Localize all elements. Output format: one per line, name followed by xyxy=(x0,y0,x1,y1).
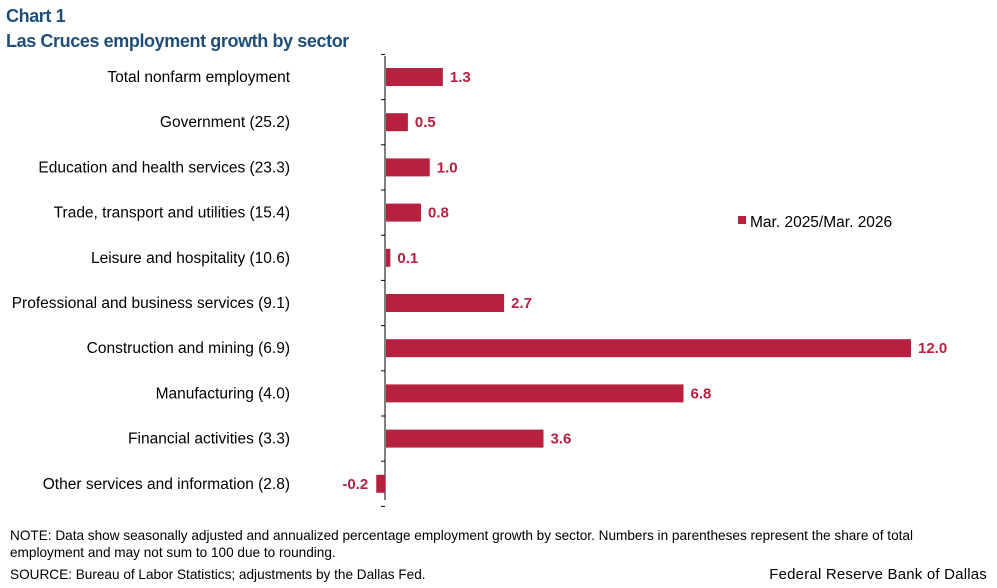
data-label: 12.0 xyxy=(918,340,947,357)
bar xyxy=(386,68,443,86)
bar xyxy=(386,203,421,222)
category-label: Professional and business services (9.1) xyxy=(12,295,290,312)
bar xyxy=(386,384,684,403)
data-label: 0.5 xyxy=(415,114,436,131)
bar xyxy=(386,158,430,177)
category-label: Education and health services (23.3) xyxy=(38,159,290,176)
bar xyxy=(386,429,544,448)
chart-title: Las Cruces employment growth by sector xyxy=(6,31,349,51)
category-label: Construction and mining (6.9) xyxy=(87,340,290,357)
data-label: -0.2 xyxy=(342,476,368,493)
bar xyxy=(386,113,408,132)
data-label: 3.6 xyxy=(551,431,572,448)
data-label: 6.8 xyxy=(691,385,712,402)
category-label: Total nonfarm employment xyxy=(107,69,290,86)
bar xyxy=(386,248,391,267)
chart-label: Chart 1 xyxy=(6,6,66,26)
legend-label: Mar. 2025/Mar. 2026 xyxy=(750,214,892,231)
category-label: Manufacturing (4.0) xyxy=(156,385,290,402)
bar xyxy=(386,294,505,312)
bar-chart: Total nonfarm employment 1.3 Government (2… xyxy=(12,53,947,507)
data-label: 2.7 xyxy=(511,295,532,312)
category-label: Financial activities (3.3) xyxy=(128,431,290,448)
category-label: Other services and information (2.8) xyxy=(43,476,290,493)
chart-source: SOURCE: Bureau of Labor Statistics; adju… xyxy=(10,567,426,582)
data-label: 1.0 xyxy=(437,159,458,176)
data-label: 1.3 xyxy=(450,69,471,86)
organization-credit: Federal Reserve Bank of Dallas xyxy=(769,566,987,583)
data-label: 0.1 xyxy=(397,250,418,267)
legend-swatch xyxy=(738,216,746,224)
bar xyxy=(376,474,385,493)
data-label: 0.8 xyxy=(428,205,449,222)
category-label: Government (25.2) xyxy=(160,114,290,131)
chart-note: NOTE: Data show seasonally adjusted and … xyxy=(10,528,913,560)
category-label: Trade, transport and utilities (15.4) xyxy=(54,205,290,222)
bar xyxy=(386,339,911,358)
category-label: Leisure and hospitality (10.6) xyxy=(91,250,290,267)
